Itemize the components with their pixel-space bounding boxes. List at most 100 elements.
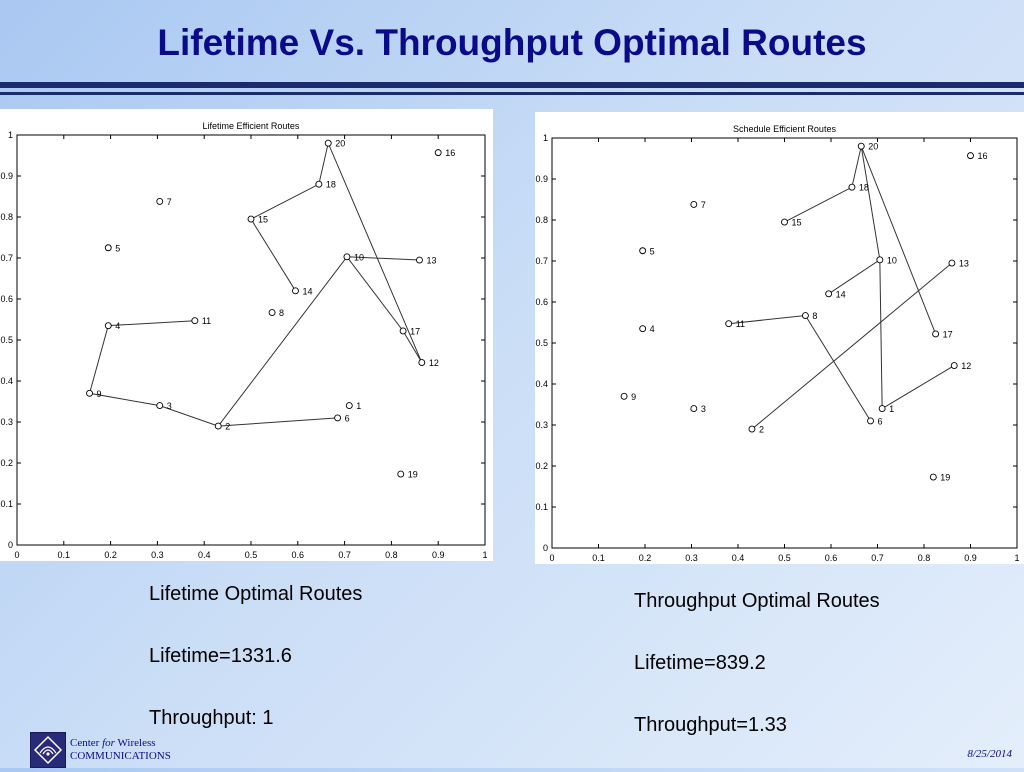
x-tick-label: 0.3 (151, 550, 164, 560)
node-label: 5 (115, 243, 120, 253)
node-label: 11 (202, 316, 211, 326)
node-point (104, 244, 112, 252)
y-tick-label: 0.6 (535, 297, 548, 307)
node-point (825, 290, 833, 298)
node-point (292, 287, 299, 295)
y-tick-label: 0.4 (0, 376, 13, 386)
node-label: 19 (408, 470, 418, 480)
node-label: 15 (258, 215, 268, 225)
node-label: 18 (326, 180, 336, 190)
org-word-wireless: Wireless (114, 737, 156, 749)
node-label: 8 (279, 308, 284, 318)
wireless-logo (30, 732, 66, 768)
node-point (878, 405, 886, 413)
node-label: 4 (115, 321, 120, 331)
node-point (867, 417, 874, 425)
node-point (156, 402, 164, 410)
y-tick-label: 0.5 (0, 335, 13, 345)
node-label: 17 (943, 329, 953, 339)
y-tick-label: 0.7 (0, 253, 13, 263)
right-caption-throughput: Throughput=1.33 (634, 714, 787, 736)
x-tick-label: 0 (14, 550, 19, 560)
node-point (86, 389, 93, 397)
node-point (948, 259, 956, 267)
y-tick-label: 0.5 (535, 338, 548, 348)
node-label: 9 (631, 392, 636, 402)
plot-frame (551, 137, 1018, 549)
x-tick-label: 0.2 (104, 550, 117, 560)
node-label: 3 (167, 401, 172, 411)
node-label: 11 (736, 319, 745, 329)
right-caption-heading: Throughput Optimal Routes (634, 590, 880, 612)
x-tick-label: 0.6 (825, 553, 838, 563)
lifetime-chart-panel: Lifetime Efficient Routes 0 0.1 0.2 0.3 0.4 0.… (0, 109, 493, 561)
node-label: 3 (701, 404, 706, 414)
node-label: 18 (859, 183, 869, 193)
node-label: 7 (701, 200, 706, 210)
node-label: 16 (445, 148, 455, 158)
node-point (801, 312, 809, 319)
node-label: 13 (959, 259, 969, 269)
node-point (725, 320, 733, 328)
y-tick-label: 0 (543, 543, 548, 553)
node-label: 8 (812, 311, 817, 321)
chart-title: Schedule Efficient Routes (733, 124, 836, 134)
node-point (315, 180, 323, 188)
node-point (345, 402, 353, 410)
node-label: 19 (940, 473, 950, 483)
x-tick-label: 1 (1014, 553, 1019, 563)
node-point (247, 215, 255, 223)
x-tick-label: 0.8 (385, 550, 398, 560)
title-rule-thin (0, 92, 1024, 95)
route-path (728, 314, 871, 422)
node-point (399, 327, 407, 335)
node-label: 12 (961, 361, 971, 371)
footer-org-name: Center for Wireless COMMUNICATIONS (70, 737, 171, 763)
node-point (191, 317, 199, 325)
node-label: 15 (792, 218, 802, 228)
y-tick-label: 0.9 (535, 174, 548, 184)
node-point (639, 325, 647, 333)
node-label: 1 (889, 404, 894, 414)
node-point (397, 470, 405, 478)
node-label: 13 (426, 256, 436, 266)
x-tick-label: 0.7 (338, 550, 351, 560)
node-label: 2 (759, 425, 764, 435)
y-tick-label: 0.8 (0, 212, 13, 222)
slide-title: Lifetime Vs. Throughput Optimal Routes (157, 22, 867, 63)
x-tick-label: 0 (549, 553, 554, 563)
y-tick-label: 0.2 (535, 461, 548, 471)
node-point (690, 405, 698, 413)
node-label: 14 (302, 286, 312, 296)
node-point (876, 256, 884, 264)
node-label: 10 (354, 252, 364, 262)
left-caption-heading: Lifetime Optimal Routes (149, 583, 363, 605)
y-tick-label: 0.7 (535, 256, 548, 266)
x-tick-label: 0.4 (732, 553, 745, 563)
node-point (857, 142, 865, 150)
y-tick-label: 0.1 (0, 499, 13, 509)
x-tick-label: 0.9 (964, 553, 977, 563)
node-point (967, 152, 974, 160)
node-point (434, 149, 442, 157)
x-tick-label: 0.7 (871, 553, 884, 563)
node-point (343, 253, 351, 261)
left-caption-lifetime: Lifetime=1331.6 (149, 645, 292, 667)
x-tick-label: 0.8 (918, 553, 931, 563)
right-caption-lifetime: Lifetime=839.2 (634, 652, 766, 674)
title-rule-thick (0, 82, 1024, 88)
node-label: 16 (978, 151, 988, 161)
schedule-efficient-routes-chart: Schedule Efficient Routes 0 0.1 0.2 0.3 0.4 0.… (535, 124, 1019, 563)
y-tick-label: 0.4 (535, 379, 548, 389)
node-point (848, 183, 856, 191)
x-tick-label: 0.6 (292, 550, 305, 560)
node-point (950, 362, 958, 370)
plot-frame (16, 134, 486, 546)
route-path (860, 146, 937, 335)
x-tick-label: 0.5 (778, 553, 791, 563)
node-label: 1 (356, 401, 361, 411)
org-word-communications: COMMUNICATIONS (70, 750, 171, 762)
node-label: 14 (836, 289, 846, 299)
node-point (416, 256, 423, 264)
node-label: 6 (878, 416, 883, 426)
